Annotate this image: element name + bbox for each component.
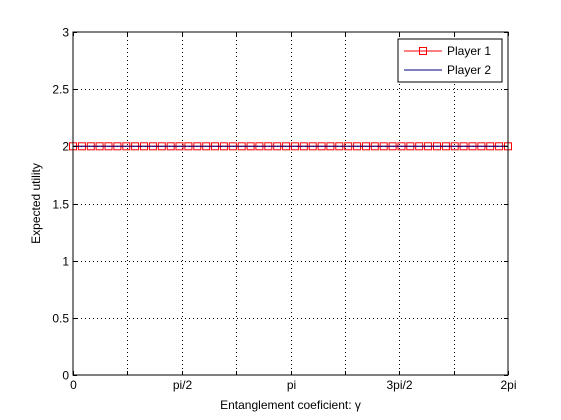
y-tick-label: 1	[62, 255, 69, 269]
legend-label-player-1: Player 1	[447, 44, 491, 58]
y-axis-label: Expected utility	[29, 163, 43, 244]
y-tick-label: 0	[62, 369, 69, 383]
tick-layer: 0 pi/2 pi 3pi/2 2pi 0 0.5 1 1.5 2 2.5 3	[52, 26, 516, 393]
series-layer	[69, 142, 512, 151]
legend-marker-player-1	[419, 47, 427, 55]
legend-box	[397, 38, 503, 83]
x-tick-label: pi/2	[173, 378, 193, 392]
y-tick-label: 3	[62, 26, 69, 40]
x-axis-label: Entanglement coeficient: γ	[220, 398, 361, 412]
legend-label-player-2: Player 2	[447, 63, 491, 77]
x-tick-label: 3pi/2	[386, 378, 412, 392]
x-tick-label: 0	[70, 378, 77, 392]
x-tick-label: 2pi	[500, 378, 516, 392]
y-tick-label: 2.5	[52, 83, 69, 97]
plot-area	[73, 32, 508, 375]
legend: Player 1 Player 2	[397, 38, 503, 83]
y-tick-label: 0.5	[52, 312, 69, 326]
y-tick-label: 1.5	[52, 198, 69, 212]
y-tick-label: 2	[62, 140, 69, 154]
axes-box	[72, 31, 509, 376]
x-tick-label: pi	[287, 378, 296, 392]
